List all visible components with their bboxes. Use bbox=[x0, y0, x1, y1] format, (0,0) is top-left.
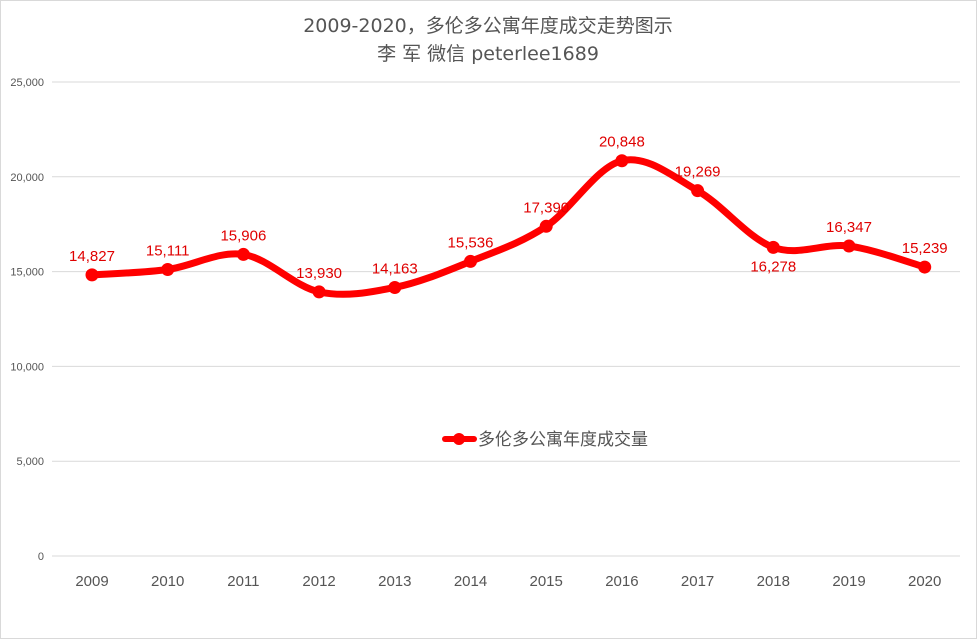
data-label: 15,239 bbox=[902, 240, 948, 257]
y-tick-label: 20,000 bbox=[10, 172, 44, 184]
x-tick-label: 2015 bbox=[530, 573, 563, 590]
data-labels: 14,827 15,111 15,906 13,930 14,163 15,536 17,3… bbox=[69, 134, 948, 282]
y-axis-ticks: 0 5,000 10,000 15,000 20,000 25,000 bbox=[10, 77, 44, 563]
y-tick-label: 10,000 bbox=[10, 361, 44, 373]
data-point bbox=[312, 285, 326, 299]
x-tick-label: 2009 bbox=[75, 573, 108, 590]
legend-dot-marker bbox=[453, 433, 465, 445]
x-tick-label: 2010 bbox=[151, 573, 184, 590]
x-tick-label: 2018 bbox=[757, 573, 790, 590]
data-label: 13,930 bbox=[296, 265, 342, 282]
data-point bbox=[918, 260, 932, 274]
data-label: 15,906 bbox=[220, 227, 266, 244]
data-label: 15,111 bbox=[146, 242, 190, 259]
data-point bbox=[691, 184, 705, 198]
x-tick-label: 2019 bbox=[832, 573, 865, 590]
data-point bbox=[615, 154, 629, 168]
data-point bbox=[842, 239, 856, 253]
x-tick-label: 2020 bbox=[908, 573, 941, 590]
x-axis-ticks: 2009 2010 2011 2012 2013 2014 2015 2016 2017 2018… bbox=[75, 573, 941, 590]
y-tick-label: 5,000 bbox=[16, 456, 44, 468]
data-point bbox=[539, 219, 553, 233]
x-tick-label: 2016 bbox=[605, 573, 638, 590]
x-tick-label: 2017 bbox=[681, 573, 714, 590]
y-tick-label: 15,000 bbox=[10, 267, 44, 279]
data-point bbox=[236, 247, 250, 261]
data-point bbox=[766, 240, 780, 254]
data-label: 16,347 bbox=[826, 219, 872, 236]
data-point bbox=[464, 254, 477, 268]
y-tick-label: 0 bbox=[38, 551, 44, 563]
data-label: 14,163 bbox=[372, 260, 418, 277]
legend-label: 多伦多公寓年度成交量 bbox=[478, 430, 648, 450]
chart-title: 2009-2020，多伦多公寓年度成交走势图示 bbox=[303, 15, 673, 37]
series bbox=[85, 154, 932, 299]
legend: 多伦多公寓年度成交量 bbox=[442, 430, 648, 450]
x-tick-label: 2014 bbox=[454, 573, 487, 590]
data-label: 20,848 bbox=[599, 134, 645, 151]
data-point bbox=[161, 262, 175, 276]
data-label: 15,536 bbox=[448, 234, 494, 251]
x-tick-label: 2012 bbox=[302, 573, 335, 590]
data-label: 16,278 bbox=[750, 258, 796, 275]
y-tick-label: 25,000 bbox=[10, 77, 44, 89]
x-tick-label: 2013 bbox=[378, 573, 411, 590]
data-label: 17,390 bbox=[523, 199, 569, 216]
data-point bbox=[388, 280, 402, 294]
chart-subtitle: 李 军 微信 peterlee1689 bbox=[377, 43, 599, 65]
data-label: 19,269 bbox=[675, 164, 721, 181]
x-tick-label: 2011 bbox=[227, 573, 259, 590]
gridlines bbox=[52, 81, 960, 557]
data-label: 14,827 bbox=[69, 248, 115, 265]
data-point bbox=[85, 268, 99, 282]
